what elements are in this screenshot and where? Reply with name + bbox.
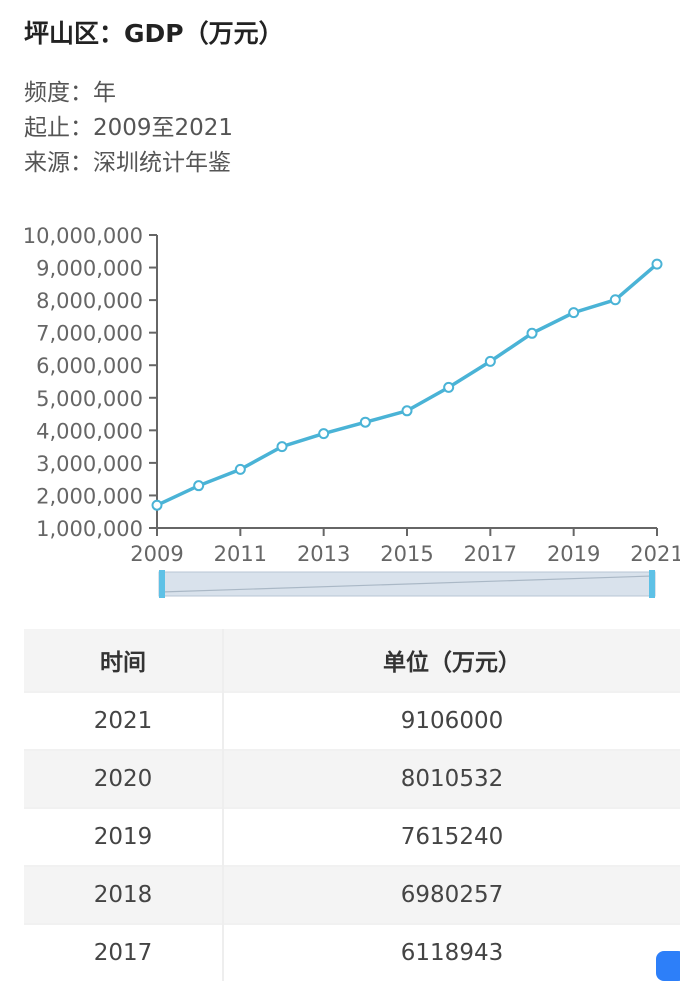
data-point	[526, 327, 538, 339]
cell-value: 6118943	[223, 923, 680, 981]
header-time: 时间	[24, 629, 224, 692]
zoom-slider[interactable]	[158, 570, 656, 598]
table-row: 2021 9106000	[24, 691, 680, 750]
source-text: 来源：深圳统计年鉴	[24, 150, 231, 176]
table-row: 2020 8010532	[24, 749, 680, 808]
data-point	[276, 441, 288, 453]
cell-value: 8010532	[223, 749, 680, 808]
y-tick-label: 1,000,000	[36, 517, 143, 541]
x-tick-label: 2009	[130, 542, 183, 566]
data-point	[401, 405, 413, 417]
cell-value: 6980257	[223, 865, 680, 924]
data-point	[318, 428, 330, 440]
page-title: 坪山区：GDP（万元）	[24, 19, 284, 48]
cell-value: 9106000	[223, 691, 680, 750]
y-tick-label: 10,000,000	[23, 224, 143, 248]
data-point	[484, 355, 496, 367]
y-tick-label: 9,000,000	[36, 257, 143, 281]
data-table: 时间 单位（万元） 2021 9106000 2020 8010532 2019…	[24, 629, 680, 981]
x-tick-label: 2011	[214, 542, 267, 566]
x-axis: 2009 2011 2013 2015 2017 2019 2021	[130, 527, 680, 566]
cell-year: 2017	[24, 923, 224, 981]
x-tick-label: 2019	[547, 542, 600, 566]
y-tick-label: 4,000,000	[36, 419, 143, 443]
data-point	[234, 463, 246, 475]
table-header-row: 时间 单位（万元）	[24, 629, 680, 692]
x-tick-label: 2015	[380, 542, 433, 566]
x-tick-label: 2017	[464, 542, 517, 566]
y-axis: 1,000,000 2,000,000 3,000,000 4,000,000 5,00…	[23, 224, 158, 541]
header-value: 单位（万元）	[223, 629, 680, 692]
cell-year: 2019	[24, 807, 224, 866]
table-row: 2018 6980257	[24, 865, 680, 924]
date-range-text: 起止：2009至2021	[24, 115, 234, 141]
cell-year: 2021	[24, 691, 224, 750]
data-point	[568, 307, 580, 319]
y-tick-label: 8,000,000	[36, 289, 143, 313]
data-points	[151, 258, 663, 511]
x-tick-label: 2021	[630, 542, 680, 566]
data-point	[151, 499, 163, 511]
line-chart: 1,000,000 2,000,000 3,000,000 4,000,000 5,00…	[23, 224, 680, 598]
data-point	[609, 294, 621, 306]
y-tick-label: 5,000,000	[36, 387, 143, 411]
slider-preview-line	[160, 575, 654, 593]
cell-year: 2018	[24, 865, 224, 924]
table-row: 2017 6118943	[24, 923, 680, 981]
table-row: 2019 7615240	[24, 807, 680, 866]
data-point	[443, 381, 455, 393]
y-tick-label: 3,000,000	[36, 452, 143, 476]
data-point	[359, 416, 371, 428]
y-tick-label: 2,000,000	[36, 484, 143, 508]
floating-action-button[interactable]	[656, 951, 680, 981]
slider-handle-left[interactable]	[159, 570, 165, 598]
cell-value: 7615240	[223, 807, 680, 866]
y-tick-label: 6,000,000	[36, 354, 143, 378]
x-tick-label: 2013	[297, 542, 350, 566]
slider-handle-right[interactable]	[649, 570, 655, 598]
metadata-block: 频度：年 起止：2009至2021 来源：深圳统计年鉴	[24, 76, 233, 181]
series-line	[156, 262, 659, 507]
cell-year: 2020	[24, 749, 224, 808]
y-tick-label: 7,000,000	[36, 322, 143, 346]
data-point	[651, 258, 663, 270]
frequency-text: 频度：年	[24, 80, 116, 106]
data-point	[193, 480, 205, 492]
